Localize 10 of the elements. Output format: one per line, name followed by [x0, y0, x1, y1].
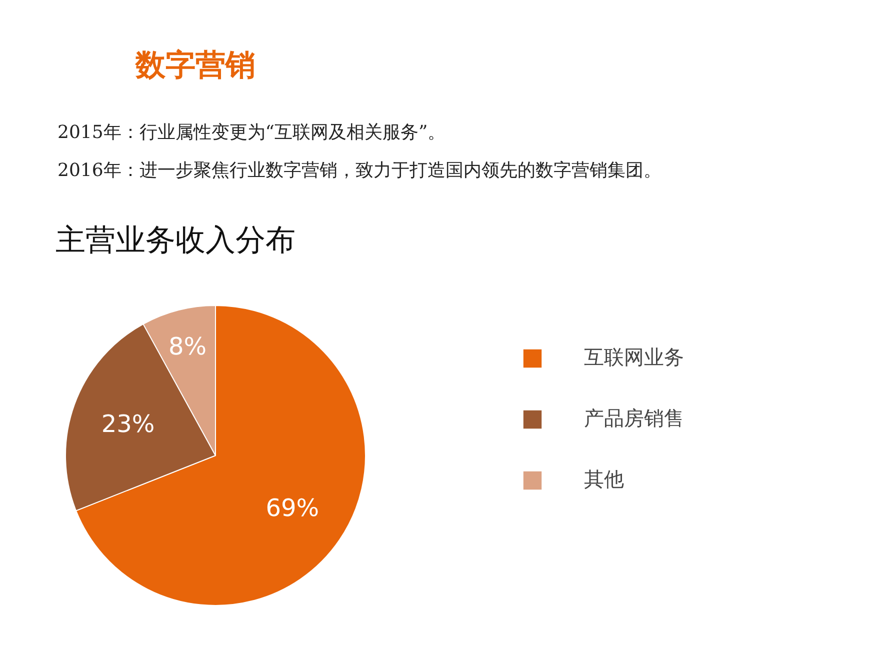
data-label: 23%: [101, 410, 155, 438]
text: 2016年：进一步聚焦行业数字营销，致力于打造国内领先的数字营销集团。: [58, 160, 662, 181]
legend-label: 产品房销售: [584, 405, 684, 432]
data-label: 8%: [168, 332, 207, 361]
legend-label: 其他: [584, 466, 624, 493]
data-label: 69%: [266, 494, 320, 522]
legend-label: 互联网业务: [584, 344, 684, 371]
text: 2015年：行业属性变更为“互联网及相关服务”。: [58, 122, 446, 143]
chart-subtitle: 主营业务收入分布: [56, 223, 296, 258]
chart-title: 数字营销: [134, 48, 256, 83]
